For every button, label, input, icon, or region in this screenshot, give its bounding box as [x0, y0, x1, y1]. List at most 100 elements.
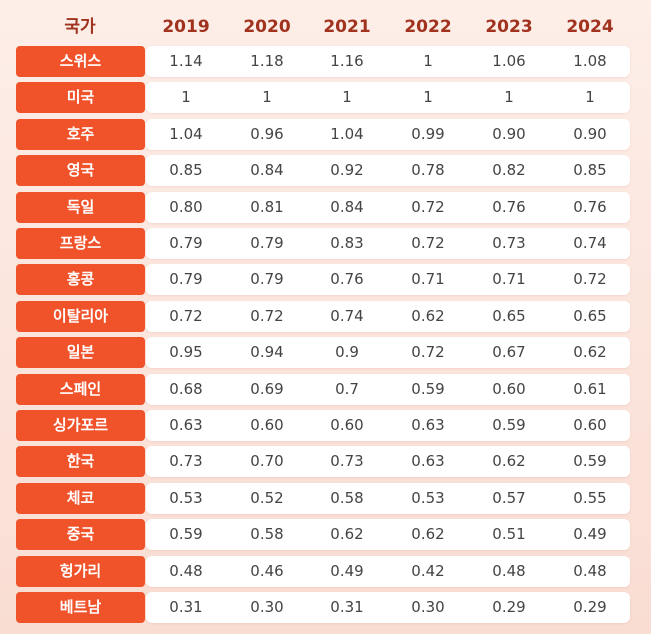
- value-cell: 0.61: [573, 379, 607, 398]
- value-cell: 0.79: [250, 270, 284, 289]
- country-cell: 헝가리: [16, 555, 145, 587]
- value-cell: 1.16: [330, 52, 364, 70]
- row-background: [146, 155, 630, 187]
- row-background: [146, 592, 630, 623]
- value-cell: 0.59: [492, 416, 526, 434]
- header-cell: 2023: [485, 17, 533, 37]
- value-cell: 0.95: [169, 343, 203, 362]
- value-cell: 0.76: [573, 197, 607, 216]
- value-cell: 0.59: [411, 379, 445, 398]
- country-cell: 영국: [16, 155, 145, 187]
- value-cell: 0.60: [492, 379, 526, 398]
- value-cell: 0.59: [169, 525, 203, 544]
- row-background: [146, 118, 630, 150]
- value-cell: 0.52: [250, 488, 284, 507]
- value-cell: 0.79: [250, 234, 284, 252]
- value-cell: 1: [342, 88, 352, 107]
- row-background: [146, 446, 630, 478]
- value-cell: 0.62: [411, 525, 445, 544]
- value-cell: 0.46: [250, 561, 284, 580]
- row-background: [146, 300, 630, 332]
- value-cell: 0.55: [573, 488, 607, 507]
- value-cell: 0.90: [573, 124, 607, 143]
- row-background: [146, 410, 630, 441]
- value-cell: 0.96: [250, 124, 284, 143]
- value-cell: 1: [262, 88, 272, 107]
- value-cell: 1.04: [169, 124, 203, 143]
- value-cell: 0.84: [250, 161, 284, 180]
- row-background: [146, 228, 630, 259]
- value-cell: 0.79: [169, 270, 203, 289]
- country-cell: 호주: [16, 118, 145, 150]
- country-cell: 체코: [16, 482, 145, 514]
- value-cell: 0.72: [169, 306, 203, 325]
- value-cell: 0.79: [169, 234, 203, 252]
- value-cell: 0.92: [330, 161, 364, 180]
- header-cell: 2022: [404, 17, 452, 37]
- value-cell: 0.72: [411, 343, 445, 362]
- value-cell: 0.51: [492, 525, 526, 544]
- value-cell: 0.74: [330, 306, 364, 325]
- value-cell: 1.06: [492, 52, 526, 70]
- value-cell: 0.94: [250, 343, 284, 362]
- value-cell: 0.49: [330, 561, 364, 580]
- value-cell: 0.73: [330, 452, 364, 471]
- value-cell: 0.90: [492, 124, 526, 143]
- value-cell: 0.60: [573, 416, 607, 434]
- value-cell: 0.65: [492, 306, 526, 325]
- value-cell: 0.84: [330, 197, 364, 216]
- value-cell: 1: [181, 88, 191, 107]
- value-cell: 0.53: [169, 488, 203, 507]
- country-cell: 스페인: [16, 373, 145, 405]
- value-cell: 0.80: [169, 197, 203, 216]
- header-cell: 2021: [323, 17, 371, 37]
- header-cell: 2024: [566, 17, 614, 37]
- value-cell: 0.63: [411, 416, 445, 434]
- value-cell: 0.53: [411, 488, 445, 507]
- row-background: [146, 191, 630, 223]
- row-background: [146, 46, 630, 77]
- country-cell: 홍콩: [16, 264, 145, 296]
- value-cell: 0.72: [411, 197, 445, 216]
- value-cell: 0.69: [250, 379, 284, 398]
- value-cell: 0.62: [573, 343, 607, 362]
- value-cell: 0.78: [411, 161, 445, 180]
- value-cell: 1: [504, 88, 514, 107]
- value-cell: 1.18: [250, 52, 284, 70]
- value-cell: 0.63: [411, 452, 445, 471]
- value-cell: 0.70: [250, 452, 284, 471]
- value-cell: 1: [423, 52, 433, 70]
- country-cell: 독일: [16, 191, 145, 223]
- value-cell: 0.76: [492, 197, 526, 216]
- value-cell: 1.08: [573, 52, 607, 70]
- value-cell: 0.30: [411, 598, 445, 616]
- value-cell: 0.72: [411, 234, 445, 252]
- value-cell: 0.67: [492, 343, 526, 362]
- value-cell: 0.71: [492, 270, 526, 289]
- country-cell: 이탈리아: [16, 300, 145, 332]
- value-cell: 0.7: [335, 379, 359, 398]
- header-cell: 2019: [162, 17, 210, 37]
- country-cell: 프랑스: [16, 228, 145, 259]
- row-background: [146, 482, 630, 514]
- value-cell: 0.81: [250, 197, 284, 216]
- value-cell: 0.76: [330, 270, 364, 289]
- value-cell: 0.73: [169, 452, 203, 471]
- value-cell: 0.85: [573, 161, 607, 180]
- country-cell: 한국: [16, 446, 145, 478]
- country-cell: 미국: [16, 82, 145, 114]
- value-cell: 0.62: [330, 525, 364, 544]
- value-cell: 0.65: [573, 306, 607, 325]
- row-background: [146, 519, 630, 551]
- value-cell: 1.04: [330, 124, 364, 143]
- value-cell: 0.42: [411, 561, 445, 580]
- value-cell: 0.30: [250, 598, 284, 616]
- row-background: [146, 82, 630, 114]
- country-cell: 싱가포르: [16, 410, 145, 441]
- value-cell: 0.48: [573, 561, 607, 580]
- value-cell: 0.31: [169, 598, 203, 616]
- value-cell: 0.83: [330, 234, 364, 252]
- value-cell: 0.31: [330, 598, 364, 616]
- value-cell: 0.29: [492, 598, 526, 616]
